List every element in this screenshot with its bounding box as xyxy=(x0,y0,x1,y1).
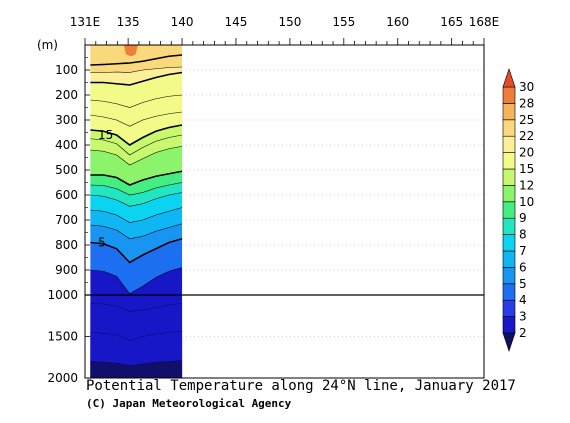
colorbar-label: 22 xyxy=(519,129,534,143)
isotherm-deep-2 xyxy=(90,360,183,366)
gridlines xyxy=(182,69,484,337)
colorbar-segment xyxy=(502,201,516,219)
x-tick-label: 150 xyxy=(278,15,301,29)
colorbar-label: 12 xyxy=(519,178,534,192)
colorbar-label: 3 xyxy=(519,310,527,324)
y-tick-label: 700 xyxy=(55,213,78,227)
x-tick-label: 140 xyxy=(171,15,194,29)
colorbar-segment xyxy=(502,185,516,203)
band-14 xyxy=(90,135,183,165)
y-tick-label: 1000 xyxy=(47,288,78,302)
contour-label: 5 xyxy=(98,236,106,250)
y-tick-label: 1500 xyxy=(47,330,78,344)
band-25 xyxy=(90,55,183,73)
band-7 xyxy=(90,207,183,239)
isotherm-20 xyxy=(90,71,183,86)
x-tick-label: 131E xyxy=(70,15,101,29)
colorbar-label: 2 xyxy=(519,326,527,340)
isotherm-16 xyxy=(90,111,183,127)
band-warm-core xyxy=(123,45,138,56)
isotherm-25 xyxy=(90,54,183,66)
band-deep-2 xyxy=(90,360,183,378)
credit-line: (C) Japan Meteorological Agency xyxy=(86,397,292,410)
x-tick-label: 135 xyxy=(117,15,140,29)
colorbar-label: 7 xyxy=(519,244,527,258)
band-18 xyxy=(90,95,183,127)
isotherm-lines: 15 5 xyxy=(90,54,183,366)
isotherm-4 xyxy=(90,267,183,295)
colorbar-label: 25 xyxy=(519,113,534,127)
colorbar-segment xyxy=(502,86,516,104)
colorbar-label: 30 xyxy=(519,80,534,94)
colorbar-segment xyxy=(502,168,516,186)
isotherm-22 xyxy=(90,66,183,73)
colorbar-segment xyxy=(502,299,516,317)
colorbar-segment xyxy=(502,234,516,252)
isotherm-9 xyxy=(90,182,183,196)
x-tick-label: 168E xyxy=(469,15,500,29)
isotherm-18 xyxy=(90,94,183,108)
band-16 xyxy=(90,112,183,145)
y-tick-label: 200 xyxy=(55,88,78,102)
colorbar-segment xyxy=(502,250,516,268)
y-tick-label: 2000 xyxy=(47,371,78,385)
y-tick-label: 400 xyxy=(55,138,78,152)
colorbar-label: 6 xyxy=(519,260,527,274)
band-22 xyxy=(90,67,183,85)
y-tick-label: 800 xyxy=(55,238,78,252)
isotherm-5 xyxy=(90,237,183,264)
band-6 xyxy=(90,223,183,263)
colorbar-label: 5 xyxy=(519,277,527,291)
isotherm-deep-1 xyxy=(90,331,183,341)
colorbar-segment xyxy=(502,283,516,301)
colorbar-label: 9 xyxy=(519,211,527,225)
colorbar: 2 3 4 5 6 7 8 9 10 12 15 20 22 25 28 30 xyxy=(502,68,534,352)
x-axis-top: 131E 135 140 145 150 155 160 165 168E xyxy=(70,15,500,45)
y-tick-label: 300 xyxy=(55,113,78,127)
x-tick-label: 155 xyxy=(332,15,355,29)
isotherm-10 xyxy=(90,170,183,186)
isotherm-6 xyxy=(90,223,183,240)
plot-frame xyxy=(84,44,485,379)
colorbar-label: 4 xyxy=(519,293,527,307)
band-9 xyxy=(90,182,183,207)
y-tick-label: 900 xyxy=(55,263,78,277)
colorbar-segment xyxy=(502,152,516,170)
isotherm-deep-0 xyxy=(90,303,183,312)
band-surface xyxy=(90,45,183,65)
colorbar-segment xyxy=(502,267,516,285)
isotherm-7 xyxy=(90,207,183,223)
colorbar-label: 20 xyxy=(519,146,534,160)
isotherm-12 xyxy=(90,145,183,166)
y-axis-label: (m) xyxy=(37,38,58,52)
colorbar-label: 15 xyxy=(519,162,534,176)
y-axis: (m) 100 200 300 400 500 600 700 800 900 1000 1500 20… xyxy=(37,38,90,385)
band-15 xyxy=(90,125,183,155)
colorbar-label: 8 xyxy=(519,228,527,242)
band-5 xyxy=(90,238,183,294)
colorbar-segment xyxy=(502,217,516,235)
y-tick-label: 500 xyxy=(55,163,78,177)
band-20 xyxy=(90,72,183,108)
chart-title: Potential Temperature along 24°N line, J… xyxy=(86,378,516,394)
x-tick-label: 145 xyxy=(225,15,248,29)
colorbar-segment xyxy=(502,103,516,121)
colorbar-min-arrow xyxy=(502,332,516,352)
colorbar-label: 10 xyxy=(519,195,534,209)
band-8 xyxy=(90,192,183,223)
colorbar-segment xyxy=(502,119,516,137)
isotherm-15 xyxy=(90,124,183,146)
x-tick-label: 160 xyxy=(386,15,409,29)
y-tick-label: 600 xyxy=(55,188,78,202)
colorbar-segment xyxy=(502,135,516,153)
colorbar-max-arrow xyxy=(502,68,516,88)
x-tick-label: 165 xyxy=(440,15,463,29)
colorbar-segment xyxy=(502,316,516,334)
isotherm-8 xyxy=(90,192,183,207)
isotherm-14 xyxy=(90,134,183,156)
colorbar-label: 28 xyxy=(519,96,534,110)
contour-label: 15 xyxy=(98,128,113,142)
y-tick-label: 100 xyxy=(55,63,78,77)
